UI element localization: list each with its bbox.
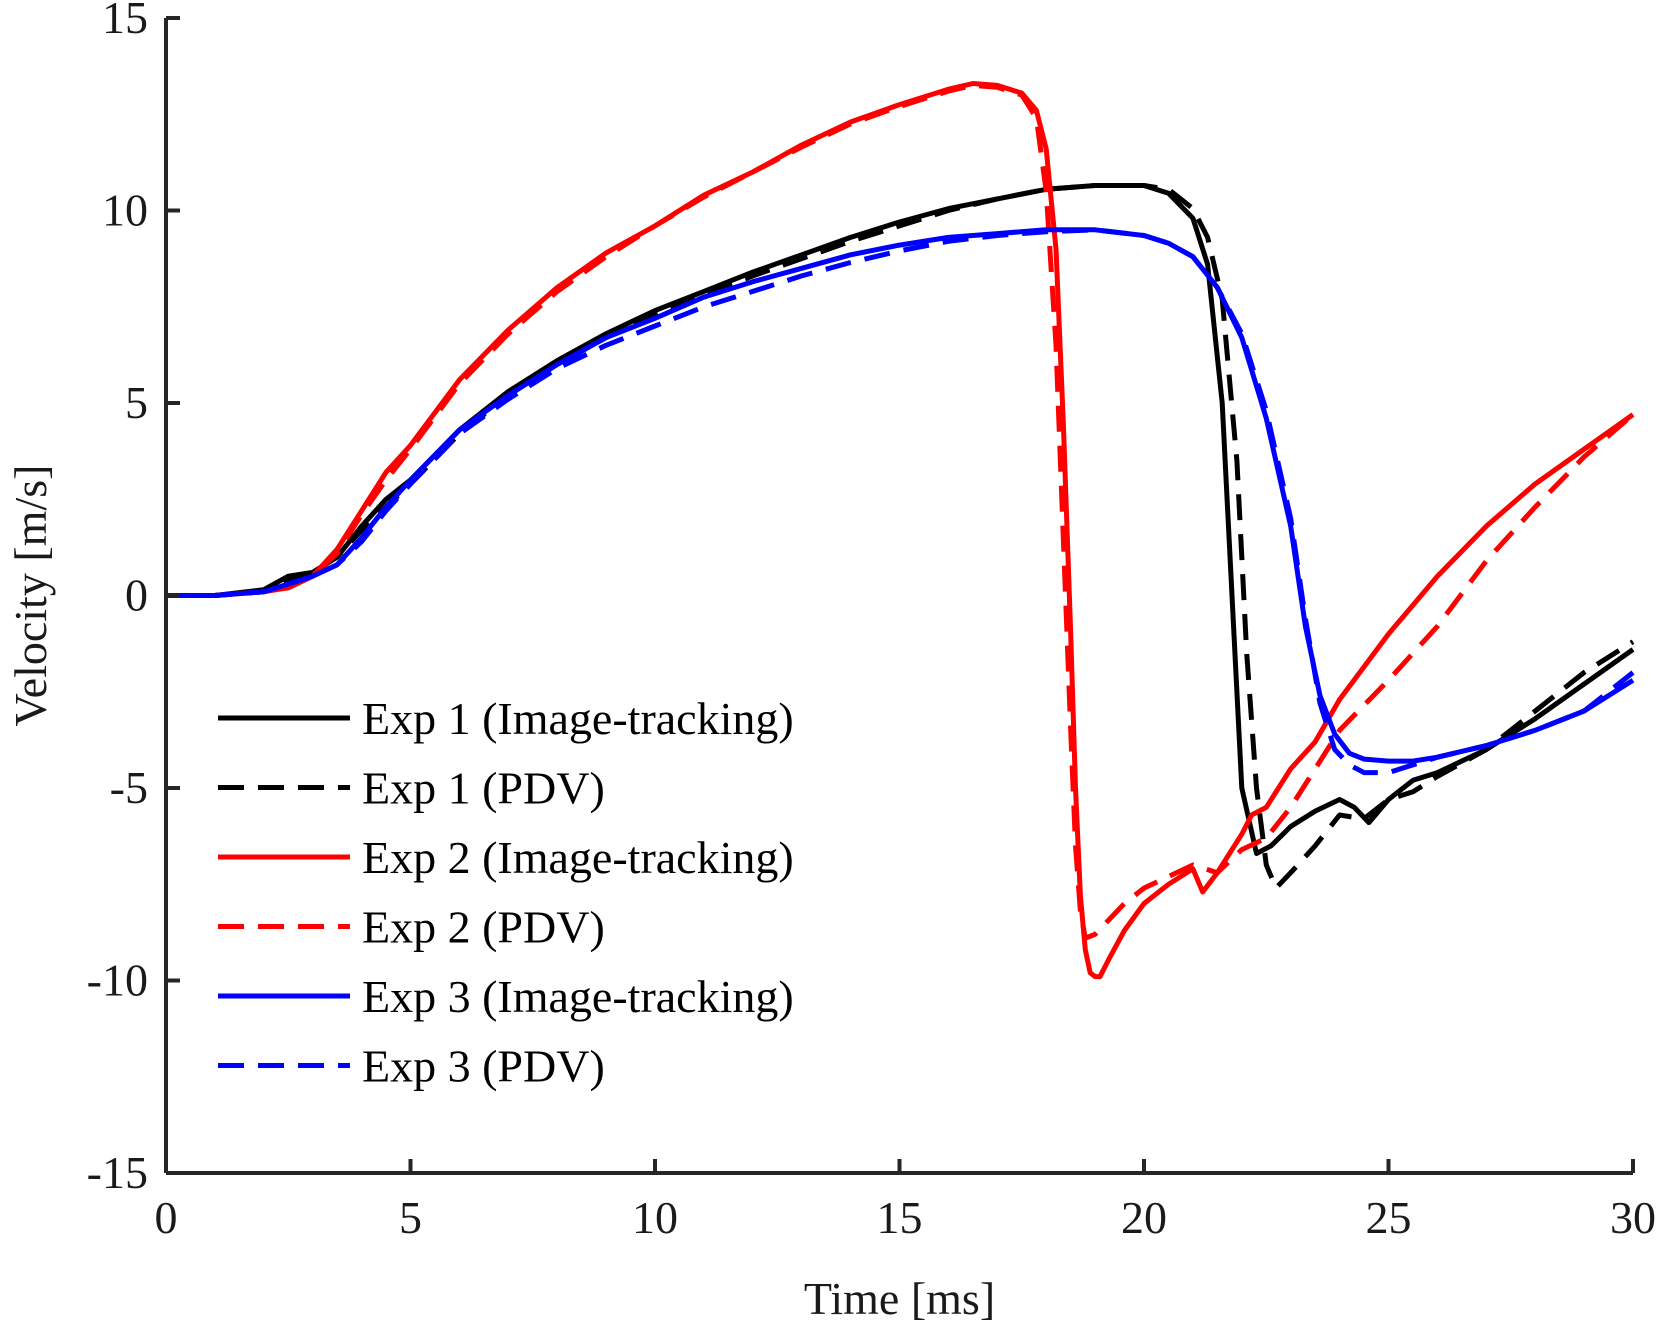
y-tick-label: -15 [87, 1147, 148, 1198]
x-tick-label: 5 [399, 1192, 422, 1243]
x-tick-label: 30 [1610, 1192, 1656, 1243]
legend-label-5: Exp 3 (Image-tracking) [362, 971, 794, 1022]
axes-layer: 0 5 10 15 20 25 30 -15 -10 -5 0 5 10 15 [87, 0, 1656, 1243]
x-tick-label: 15 [877, 1192, 923, 1243]
series-layer [166, 81, 1635, 980]
y-axis-title: Velocity [m/s] [5, 465, 56, 727]
legend-label-4: Exp 2 (PDV) [362, 902, 605, 953]
legend-label-6: Exp 3 (PDV) [362, 1041, 605, 1092]
legend: Exp 1 (Image-tracking) Exp 1 (PDV) Exp 2 (… [218, 693, 794, 1092]
x-tick-label: 10 [632, 1192, 678, 1243]
x-axis-title: Time [ms] [804, 1273, 995, 1324]
y-tick-label: -10 [87, 955, 148, 1006]
series-line-6 [166, 227, 1635, 776]
series-line-4 [166, 82, 1635, 941]
x-tick-label: 20 [1121, 1192, 1167, 1243]
x-tick-label: 25 [1366, 1192, 1412, 1243]
legend-label-3: Exp 2 (Image-tracking) [362, 832, 794, 883]
y-tick-label: 15 [102, 0, 148, 43]
legend-label-1: Exp 1 (Image-tracking) [362, 693, 794, 744]
legend-label-2: Exp 1 (PDV) [362, 763, 605, 814]
y-tick-label: 0 [125, 570, 148, 621]
y-tick-label: 5 [125, 377, 148, 428]
x-tick-label: 0 [155, 1192, 178, 1243]
y-tick-label: -5 [110, 762, 148, 813]
y-tick-label: 10 [102, 185, 148, 236]
